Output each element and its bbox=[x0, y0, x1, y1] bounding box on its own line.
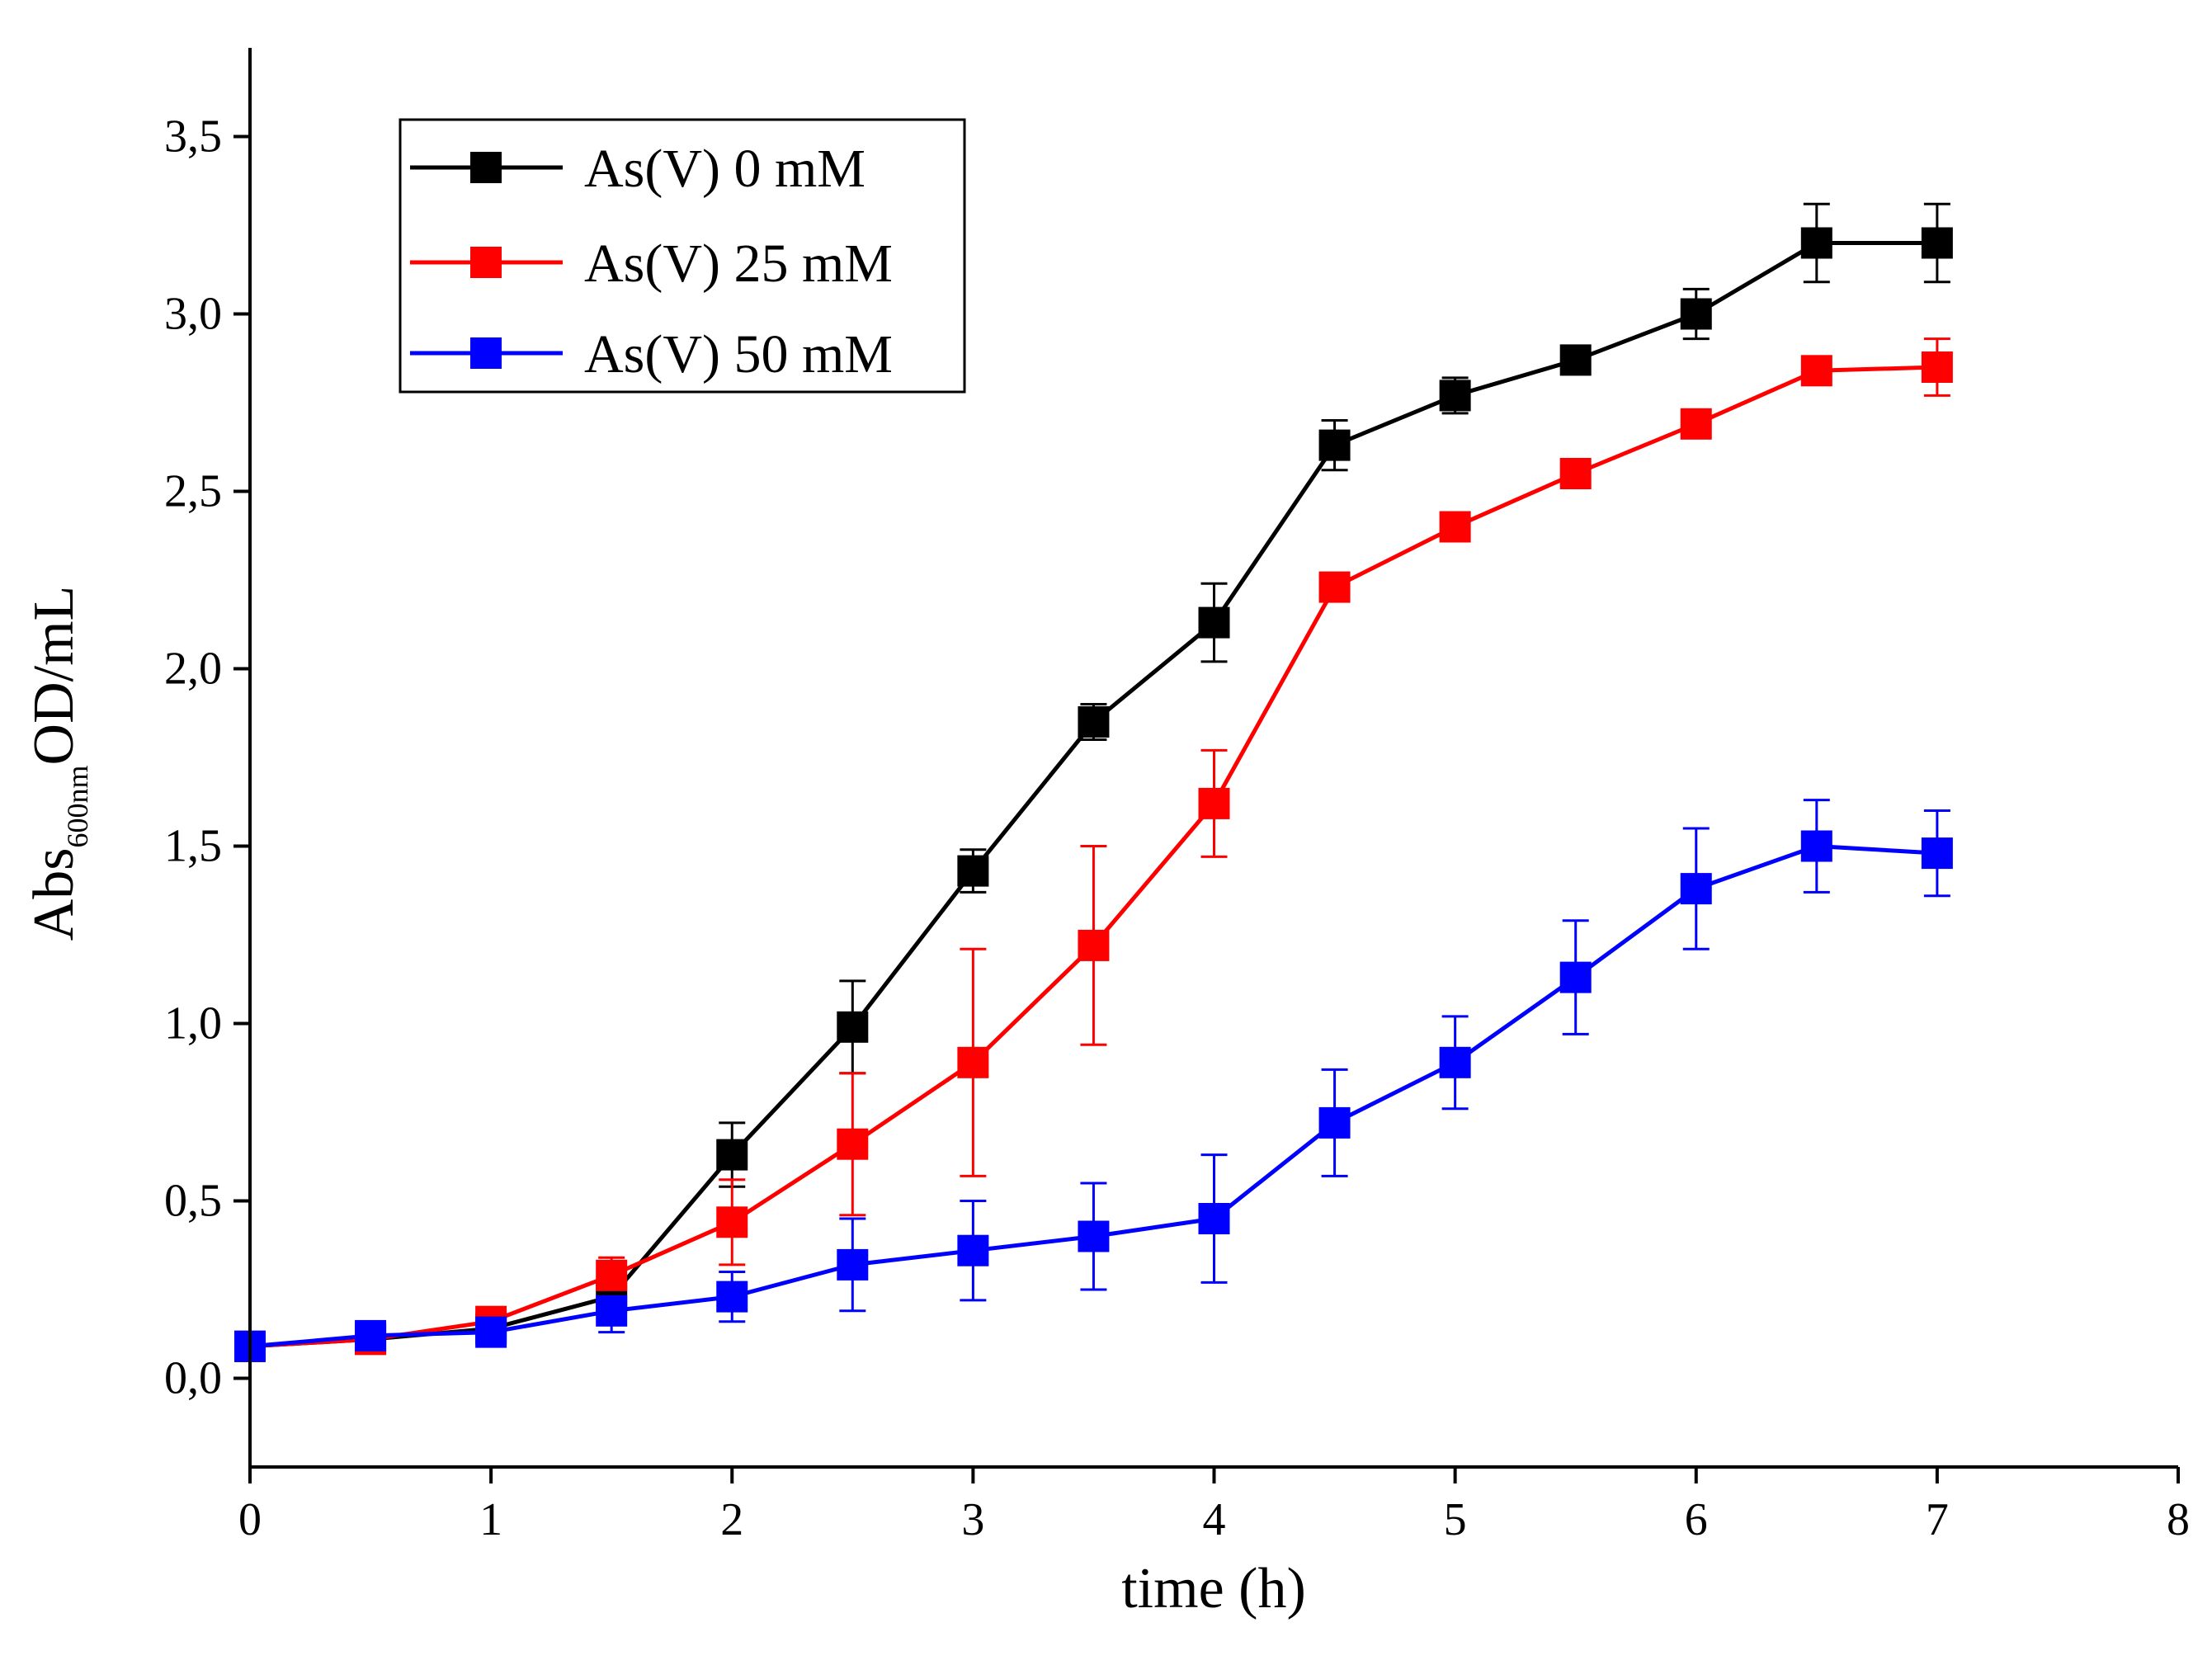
data-point bbox=[1078, 929, 1110, 961]
legend-items: As(V) 0 mM As(V) 25 mM As(V) 50 mM bbox=[410, 139, 893, 384]
data-point bbox=[1318, 571, 1351, 603]
x-tick-label: 0 bbox=[238, 1494, 262, 1545]
data-point bbox=[1078, 1220, 1110, 1252]
y-tick-label: 3,0 bbox=[164, 289, 222, 340]
legend-item: As(V) 25 mM bbox=[410, 233, 893, 294]
y-axis-title: Abs600nmOD/mL bbox=[22, 586, 94, 941]
data-point bbox=[1680, 408, 1712, 440]
x-tick-label: 5 bbox=[1444, 1494, 1467, 1545]
data-point bbox=[1921, 837, 1953, 870]
data-point bbox=[1680, 298, 1712, 330]
data-point bbox=[596, 1295, 628, 1327]
data-point bbox=[596, 1259, 628, 1291]
data-point bbox=[957, 1046, 989, 1078]
legend: As(V) 0 mM As(V) 25 mM As(V) 50 mM bbox=[399, 118, 966, 394]
x-ticks: 0 1 2 3 4 5 6 7 8 bbox=[238, 1467, 2190, 1545]
y-tick-label: 0,0 bbox=[164, 1353, 222, 1404]
data-point bbox=[716, 1206, 748, 1238]
data-point bbox=[837, 1248, 869, 1281]
y-tick-label: 3,5 bbox=[164, 111, 222, 163]
legend-label: As(V) 0 mM bbox=[584, 139, 865, 199]
data-point bbox=[1800, 830, 1832, 862]
data-point bbox=[1439, 380, 1471, 412]
x-tick-label: 7 bbox=[1926, 1494, 1949, 1545]
y-tick-label: 2,5 bbox=[164, 466, 222, 517]
data-point bbox=[957, 855, 989, 887]
y-axis-title-suffix: OD/mL bbox=[22, 586, 86, 766]
data-point bbox=[1800, 227, 1832, 259]
data-point bbox=[1078, 706, 1110, 738]
x-axis-title: time (h) bbox=[1121, 1557, 1306, 1620]
data-point bbox=[1559, 961, 1592, 993]
data-point bbox=[1680, 873, 1712, 905]
y-tick-label: 1,0 bbox=[164, 998, 222, 1049]
data-point bbox=[1318, 1106, 1351, 1139]
y-axis-title-main: Abs bbox=[22, 847, 86, 941]
x-tick-label: 1 bbox=[479, 1494, 502, 1545]
data-point bbox=[355, 1319, 387, 1351]
data-point bbox=[1198, 606, 1230, 639]
legend-label: As(V) 25 mM bbox=[584, 233, 893, 294]
legend-swatch-marker bbox=[470, 247, 502, 278]
data-point bbox=[1198, 1203, 1230, 1234]
data-point bbox=[1198, 787, 1230, 819]
x-tick-label: 8 bbox=[2167, 1494, 2190, 1545]
x-tick-label: 2 bbox=[720, 1494, 743, 1545]
legend-swatch-marker bbox=[470, 337, 502, 369]
data-point bbox=[1921, 227, 1953, 259]
data-point bbox=[1318, 429, 1351, 461]
data-point bbox=[837, 1011, 869, 1043]
data-point bbox=[1921, 351, 1953, 383]
data-point bbox=[1559, 344, 1592, 376]
data-point bbox=[957, 1234, 989, 1266]
data-point bbox=[837, 1128, 869, 1160]
data-point bbox=[716, 1139, 748, 1171]
data-point bbox=[1800, 355, 1832, 387]
legend-item: As(V) 50 mM bbox=[410, 324, 893, 384]
y-axis-title-subscript: 600nm bbox=[61, 765, 94, 847]
y-tick-label: 1,5 bbox=[164, 821, 222, 872]
legend-item: As(V) 0 mM bbox=[410, 139, 865, 199]
markers-layer bbox=[234, 227, 1953, 1362]
legend-label: As(V) 50 mM bbox=[584, 324, 893, 384]
data-point bbox=[475, 1316, 507, 1348]
data-point bbox=[1439, 511, 1471, 543]
x-tick-label: 3 bbox=[961, 1494, 984, 1545]
legend-swatch-marker bbox=[470, 152, 502, 183]
y-ticks: 0,0 0,5 1,0 1,5 2,0 2,5 3,0 3,5 bbox=[164, 111, 250, 1404]
x-tick-label: 6 bbox=[1685, 1494, 1708, 1545]
data-point bbox=[1439, 1046, 1471, 1078]
data-point bbox=[716, 1281, 748, 1313]
data-point bbox=[1559, 458, 1592, 489]
x-tick-label: 4 bbox=[1203, 1494, 1226, 1545]
y-tick-label: 0,5 bbox=[164, 1176, 222, 1227]
y-tick-label: 2,0 bbox=[164, 644, 222, 695]
